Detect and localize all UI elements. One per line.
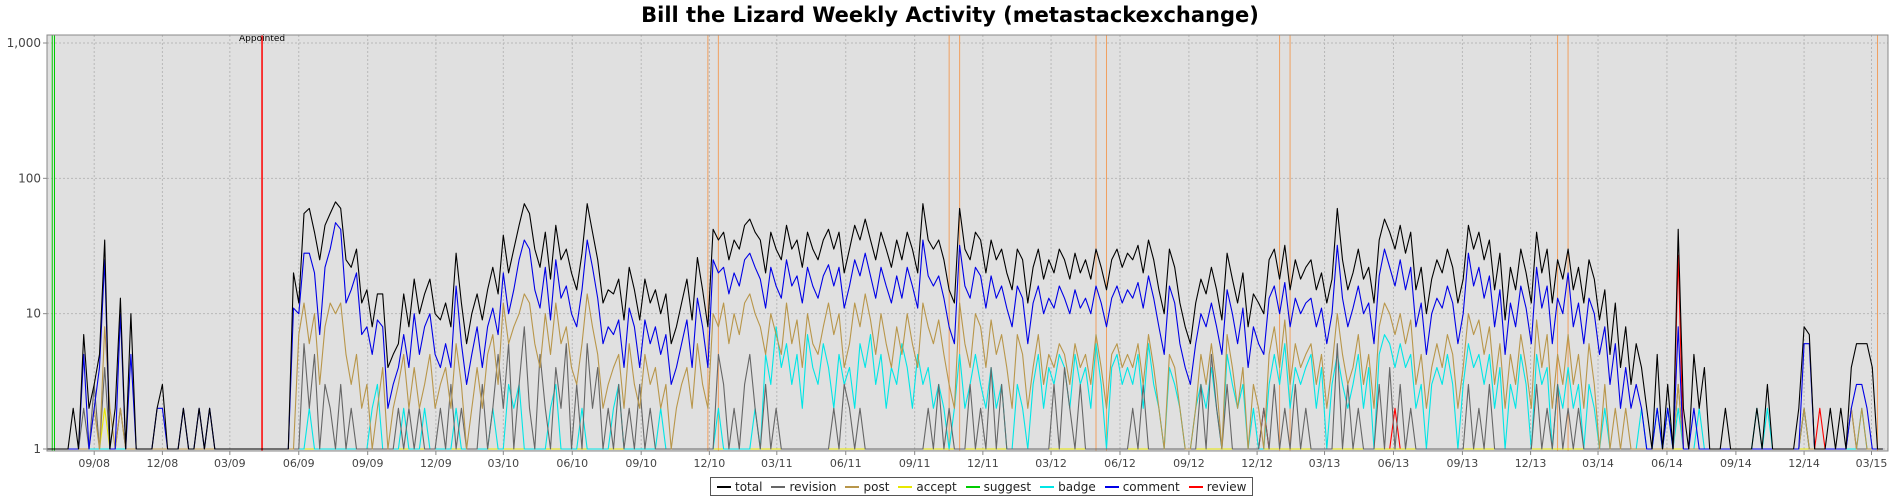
- series-line-post: [47, 293, 1883, 450]
- x-tick-label: 06/12: [1104, 457, 1136, 470]
- x-tick-label: 03/11: [761, 457, 793, 470]
- legend-label: revision: [789, 479, 837, 494]
- legend-item-accept: accept: [898, 479, 957, 494]
- legend-swatch: [1104, 485, 1119, 488]
- x-tick-label: 09/09: [352, 457, 384, 470]
- series-line-total: [47, 201, 1883, 450]
- x-tick-label: 09/12: [1173, 457, 1205, 470]
- legend-swatch: [965, 485, 980, 488]
- legend-swatch: [845, 485, 860, 488]
- x-tick-label: 03/09: [214, 457, 246, 470]
- plot-border: [46, 34, 1889, 452]
- series-line-comment: [47, 222, 1883, 450]
- x-tick-label: 03/12: [1035, 457, 1067, 470]
- legend-label: accept: [916, 479, 957, 494]
- legend-item-revision: revision: [771, 480, 836, 494]
- x-tick-label: 03/10: [487, 457, 519, 470]
- legend-swatch: [1040, 485, 1055, 488]
- x-tick-label: 06/14: [1651, 457, 1683, 470]
- x-tick-label: 09/13: [1447, 457, 1479, 470]
- series-line-revision: [47, 326, 1883, 450]
- x-tick-label: 12/09: [420, 457, 452, 470]
- legend-label: badge: [1058, 479, 1096, 494]
- legend-item-badge: badge: [1040, 480, 1096, 494]
- legend-swatch: [717, 485, 731, 488]
- legend-item-total: total: [717, 480, 762, 494]
- chart-title: Bill the Lizard Weekly Activity (metasta…: [641, 3, 1259, 27]
- x-tick-label: 06/09: [283, 457, 315, 470]
- x-tick-label: 06/10: [556, 457, 588, 470]
- legend-swatch: [1188, 485, 1203, 488]
- x-tick-label: 06/13: [1378, 457, 1410, 470]
- legend-item-suggest: suggest: [965, 479, 1032, 494]
- x-tick-label: 09/14: [1720, 457, 1752, 470]
- x-tick-label: 03/15: [1856, 457, 1888, 470]
- legend-label: review: [1206, 479, 1247, 494]
- x-tick-label: 03/13: [1309, 457, 1341, 470]
- legend-item-post: post: [845, 480, 889, 494]
- x-tick-label: 09/11: [899, 457, 931, 470]
- x-tick-label: 12/12: [1241, 457, 1273, 470]
- x-tick-label: 09/08: [78, 457, 110, 470]
- y-tick-label: 1,000: [7, 36, 41, 50]
- series-line-badge: [47, 326, 1883, 450]
- x-tick-label: 06/11: [830, 457, 862, 470]
- x-tick-label: 12/13: [1515, 457, 1547, 470]
- legend-label: suggest: [983, 479, 1032, 494]
- legend: total revision post accept suggest badge comme…: [710, 477, 1254, 496]
- legend-item-comment: comment: [1104, 479, 1180, 494]
- legend-item-review: review: [1188, 479, 1247, 494]
- x-tick-label: 12/10: [694, 457, 726, 470]
- plot-area: [47, 35, 1888, 451]
- legend-swatch: [771, 485, 786, 488]
- x-tick-label: 09/10: [625, 457, 657, 470]
- y-tick-label: 100: [18, 171, 41, 185]
- x-tick-label: 03/14: [1582, 457, 1614, 470]
- legend-label: comment: [1122, 479, 1180, 494]
- legend-label: post: [863, 479, 890, 494]
- y-tick-label: 1: [33, 442, 41, 456]
- legend-label: total: [735, 479, 763, 494]
- x-tick-label: 12/11: [967, 457, 999, 470]
- x-tick-label: 12/08: [147, 457, 179, 470]
- legend-swatch: [898, 485, 913, 488]
- appointed-label: Appointed: [239, 34, 285, 44]
- y-tick-label: 10: [26, 307, 41, 321]
- x-tick-label: 12/14: [1788, 457, 1820, 470]
